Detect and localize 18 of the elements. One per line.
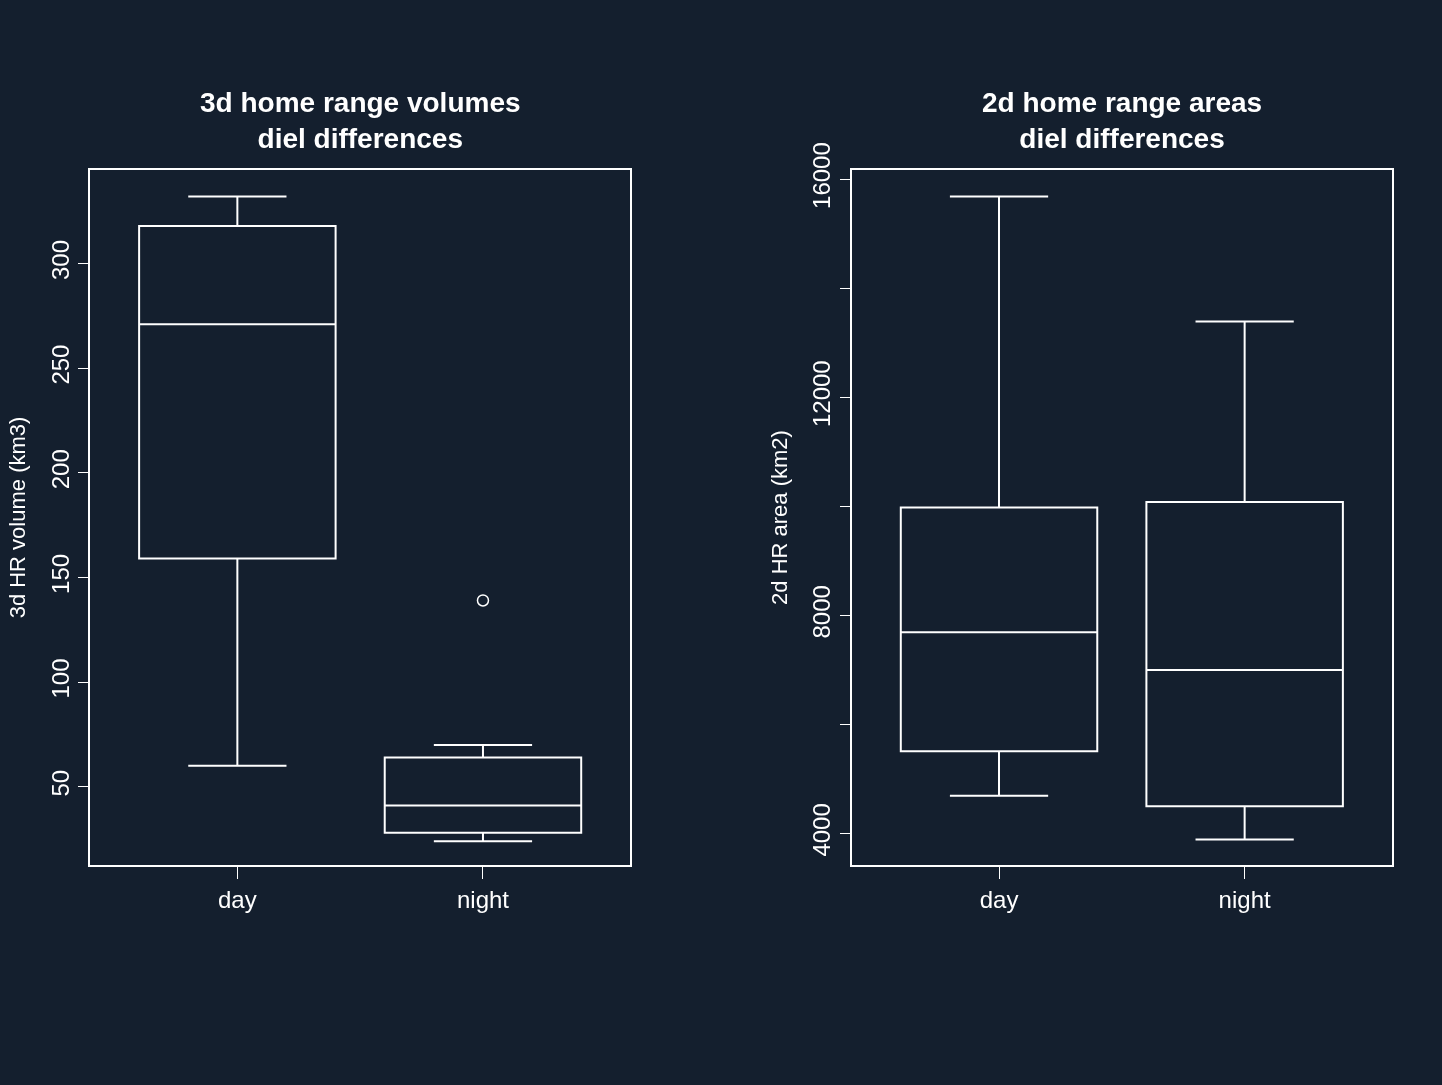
x-tick-label: night: [1218, 885, 1271, 913]
x-tick-label: day: [218, 885, 257, 913]
chart-title: 2d home range areas diel differences: [982, 87, 1263, 155]
y-tick-label: 250: [46, 344, 74, 385]
y-tick-label: 12000: [808, 360, 836, 428]
x-tick-label: day: [979, 885, 1019, 913]
y-tick-label: 16000: [808, 142, 836, 209]
y-axis-title: 2d HR area (km2): [766, 430, 792, 605]
y-tick-label: 300: [46, 239, 74, 280]
y-tick-label: 150: [46, 553, 74, 594]
y-tick-label: 4000: [808, 803, 836, 857]
y-tick-label: 8000: [808, 585, 836, 639]
x-tick-label: night: [456, 885, 510, 913]
y-axis-title: 3d HR volume (km3): [4, 416, 30, 619]
y-tick-label: 100: [46, 658, 74, 699]
y-tick-label: 200: [46, 449, 74, 490]
chart-title: 3d home range volumes diel differences: [200, 87, 521, 155]
y-tick-label: 50: [46, 769, 74, 797]
